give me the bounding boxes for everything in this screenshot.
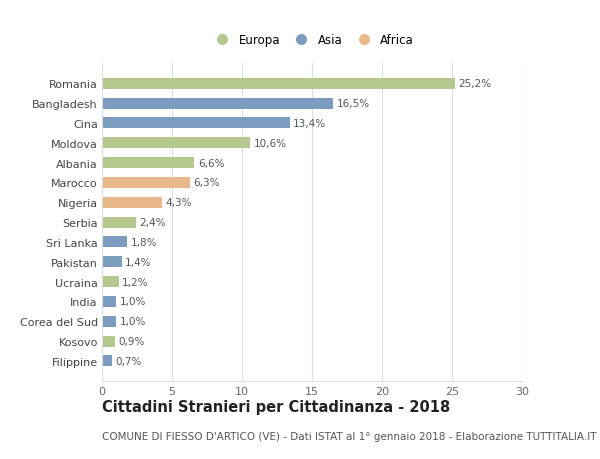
Bar bbox=[102, 158, 194, 169]
Bar bbox=[102, 138, 250, 149]
Bar bbox=[102, 197, 162, 208]
Bar bbox=[102, 276, 119, 287]
Text: COMUNE DI FIESSO D'ARTICO (VE) - Dati ISTAT al 1° gennaio 2018 - Elaborazione TU: COMUNE DI FIESSO D'ARTICO (VE) - Dati IS… bbox=[102, 431, 596, 442]
Text: 4,3%: 4,3% bbox=[166, 198, 192, 208]
Bar bbox=[102, 257, 122, 268]
Text: 1,8%: 1,8% bbox=[131, 237, 157, 247]
Bar bbox=[102, 336, 115, 347]
Text: 1,2%: 1,2% bbox=[122, 277, 149, 287]
Text: 16,5%: 16,5% bbox=[337, 99, 370, 109]
Text: 25,2%: 25,2% bbox=[458, 79, 491, 89]
Text: 10,6%: 10,6% bbox=[254, 139, 287, 148]
Text: 6,3%: 6,3% bbox=[194, 178, 220, 188]
Text: 2,4%: 2,4% bbox=[139, 218, 166, 228]
Text: 1,0%: 1,0% bbox=[119, 317, 146, 326]
Text: 6,6%: 6,6% bbox=[198, 158, 224, 168]
Bar bbox=[102, 356, 112, 367]
Text: 0,9%: 0,9% bbox=[118, 336, 145, 347]
Text: 0,7%: 0,7% bbox=[115, 356, 142, 366]
Bar bbox=[102, 297, 116, 307]
Bar bbox=[102, 217, 136, 228]
Bar bbox=[102, 237, 127, 248]
Bar bbox=[102, 316, 116, 327]
Text: 1,4%: 1,4% bbox=[125, 257, 152, 267]
Text: Cittadini Stranieri per Cittadinanza - 2018: Cittadini Stranieri per Cittadinanza - 2… bbox=[102, 399, 450, 414]
Bar bbox=[102, 98, 333, 109]
Text: 1,0%: 1,0% bbox=[119, 297, 146, 307]
Bar bbox=[102, 118, 290, 129]
Text: 13,4%: 13,4% bbox=[293, 119, 326, 129]
Bar bbox=[102, 78, 455, 90]
Bar bbox=[102, 178, 190, 189]
Legend: Europa, Asia, Africa: Europa, Asia, Africa bbox=[205, 29, 419, 51]
